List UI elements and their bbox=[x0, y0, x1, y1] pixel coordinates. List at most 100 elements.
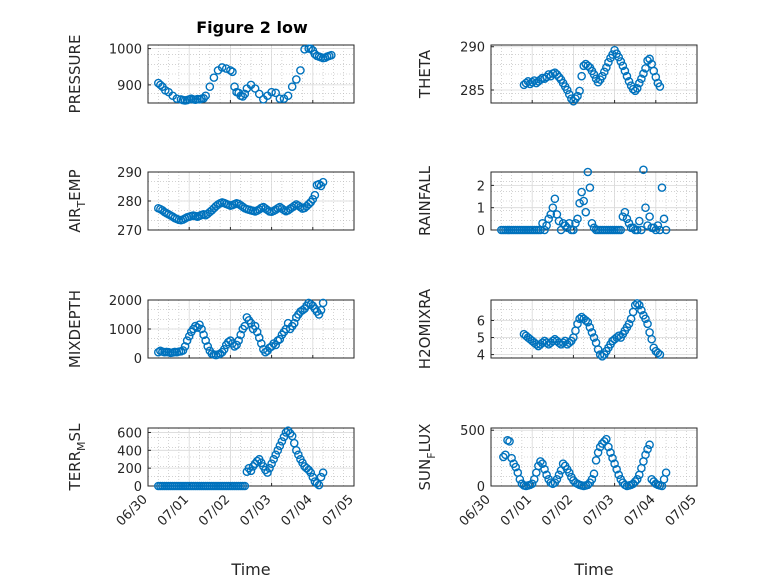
sun_flux-data-point bbox=[641, 450, 650, 460]
air_temp-series bbox=[153, 177, 328, 225]
theta-data-point bbox=[600, 67, 609, 77]
theta-data-point bbox=[624, 77, 634, 86]
sun_flux-y-axis-label-subscript: F bbox=[425, 452, 438, 458]
rainfall-data-point bbox=[653, 221, 663, 230]
air_temp-data-point bbox=[263, 205, 272, 215]
rainfall-data-point bbox=[637, 225, 646, 235]
theta-data-point bbox=[655, 82, 665, 91]
theta-data-point bbox=[569, 96, 578, 106]
terr_msl-data-point bbox=[292, 446, 301, 455]
mixdepth-data-point bbox=[314, 310, 324, 319]
sun_flux-data-point bbox=[604, 442, 613, 452]
sun_flux-data-point bbox=[610, 459, 619, 468]
terr_msl-y-axis-label-main: TERR bbox=[66, 451, 84, 492]
terr_msl-data-point bbox=[281, 428, 291, 437]
sun_flux-axes-frame bbox=[490, 427, 698, 487]
theta-y-axis-label-main: THETA bbox=[416, 49, 434, 99]
sun_flux-y-tick-label: 0 bbox=[477, 480, 485, 495]
pressure-data-point bbox=[172, 94, 182, 103]
mixdepth-data-point bbox=[197, 324, 206, 334]
sun_flux-y-axis-label-tail: LUX bbox=[416, 424, 434, 453]
theta-series bbox=[519, 45, 665, 106]
mixdepth-data-point bbox=[252, 327, 262, 337]
sun_flux-y-axis-label-main: SUN bbox=[416, 459, 434, 491]
pressure-data-point bbox=[287, 82, 297, 91]
rainfall-data-point bbox=[622, 214, 632, 224]
rainfall-data-point bbox=[554, 216, 564, 226]
terr_msl-data-point bbox=[240, 481, 250, 491]
terr_msl-data-point bbox=[252, 456, 262, 466]
rainfall-data-point bbox=[655, 225, 665, 235]
mixdepth-data-point bbox=[224, 337, 233, 347]
rainfall-data-point bbox=[618, 212, 628, 221]
theta-data-point bbox=[554, 72, 564, 82]
theta-data-point bbox=[571, 94, 580, 103]
pressure-data-point bbox=[217, 63, 227, 72]
h2omixra-data-point bbox=[583, 317, 593, 327]
h2omixra-data-point bbox=[647, 334, 656, 344]
theta-data-point bbox=[593, 77, 603, 87]
pressure-data-point bbox=[199, 93, 208, 103]
pressure-data-point bbox=[275, 94, 285, 103]
terr_msl-data-point bbox=[294, 450, 303, 460]
pressure-data-point bbox=[230, 82, 239, 91]
rainfall-data-point bbox=[587, 219, 597, 228]
rainfall-data-point bbox=[661, 225, 671, 235]
h2omixra-data-point bbox=[581, 316, 591, 325]
sun_flux-data-point bbox=[583, 480, 593, 490]
x-axis-label-left: Time bbox=[230, 560, 270, 579]
air_temp-y-tick-label: 290 bbox=[117, 166, 142, 181]
rainfall-data-point bbox=[550, 194, 560, 204]
theta-data-point bbox=[635, 78, 644, 88]
air_temp-data-point bbox=[314, 179, 324, 189]
pressure-series bbox=[153, 44, 336, 105]
theta-data-point bbox=[573, 91, 582, 101]
rainfall-data-point bbox=[544, 214, 553, 224]
sun_flux-data-point bbox=[536, 457, 545, 466]
mixdepth-y-tick-label: 1000 bbox=[109, 323, 142, 338]
pressure-y-axis-label-main: PRESSURE bbox=[66, 35, 84, 114]
air_temp-data-point bbox=[318, 177, 328, 187]
rainfall-y-tick-label: 1 bbox=[477, 202, 485, 217]
mixdepth-data-point bbox=[184, 331, 194, 341]
rainfall-y-axis-label: RAINFALL bbox=[416, 165, 434, 236]
terr_msl-y-tick-label: 0 bbox=[134, 480, 142, 495]
rainfall-data-point bbox=[573, 214, 582, 224]
pressure-data-point bbox=[228, 67, 237, 77]
rainfall-data-point bbox=[581, 207, 591, 217]
h2omixra-data-point bbox=[630, 300, 640, 310]
mixdepth-data-point bbox=[203, 342, 213, 351]
sun_flux-data-point bbox=[630, 477, 640, 486]
theta-data-point bbox=[542, 72, 551, 82]
rainfall-data-point bbox=[639, 165, 648, 175]
sun_flux-data-point bbox=[608, 453, 617, 463]
theta-data-point bbox=[583, 61, 593, 71]
sun_flux-series bbox=[499, 434, 671, 491]
h2omixra-data-point bbox=[589, 333, 599, 342]
sun_flux-data-point bbox=[515, 475, 525, 484]
pressure-y-tick-label: 900 bbox=[117, 79, 142, 94]
sun_flux-data-point bbox=[505, 437, 514, 446]
theta-data-point bbox=[628, 84, 638, 94]
sun_flux-data-point bbox=[602, 434, 611, 444]
theta-data-point bbox=[622, 71, 632, 81]
theta-data-point bbox=[618, 61, 628, 71]
h2omixra-data-point bbox=[573, 319, 582, 329]
pressure-data-point bbox=[267, 87, 276, 97]
sun_flux-data-point bbox=[564, 468, 574, 477]
air_temp-data-point bbox=[289, 201, 299, 211]
sun_flux-data-point bbox=[540, 464, 549, 474]
rainfall-axes: 0 1 2 RAINFALL bbox=[416, 165, 698, 239]
sun_flux-data-point bbox=[645, 440, 654, 450]
pressure-data-point bbox=[156, 80, 165, 90]
terr_msl-data-point bbox=[246, 466, 256, 476]
terr_msl-data-point bbox=[275, 441, 285, 451]
theta-data-point bbox=[641, 64, 650, 73]
theta-data-point bbox=[589, 70, 599, 79]
sun_flux-data-point bbox=[643, 444, 652, 454]
theta-data-point bbox=[527, 77, 537, 87]
sun_flux-data-point bbox=[552, 475, 562, 484]
mixdepth-data-point bbox=[180, 342, 190, 351]
theta-data-point bbox=[523, 77, 533, 86]
